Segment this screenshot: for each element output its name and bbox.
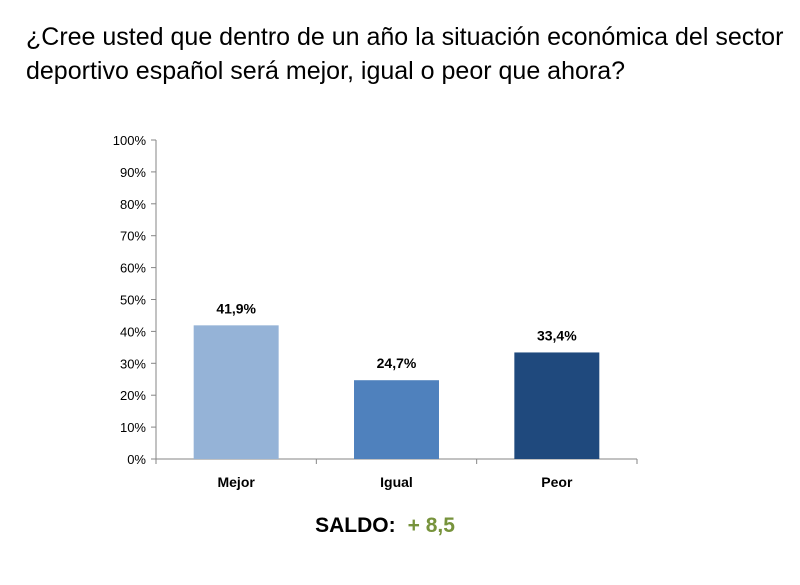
question-title: ¿Cree usted que dentro de un año la situ… xyxy=(26,23,784,85)
data-label: 41,9% xyxy=(216,300,256,316)
category-label: Peor xyxy=(541,474,573,490)
saldo-value: + 8,5 xyxy=(407,514,455,537)
category-label: Mejor xyxy=(217,474,255,490)
y-axis: 0% 10% 20% 30% 40% 50% 60% 70% 80% 90% 100% xyxy=(113,133,157,467)
y-tick-label: 0% xyxy=(127,452,146,467)
bar-peor xyxy=(514,352,600,459)
bars: 41,9% 24,7% 33,4% xyxy=(193,300,600,459)
y-tick-label: 70% xyxy=(120,229,146,244)
saldo-summary: SALDO: + 8,5 xyxy=(0,514,770,538)
y-tick-label: 20% xyxy=(120,388,146,403)
y-tick-label: 90% xyxy=(120,165,146,180)
y-tick-label: 10% xyxy=(120,420,146,435)
saldo-label: SALDO: xyxy=(315,514,396,537)
y-tick-label: 50% xyxy=(120,293,146,308)
bar-mejor xyxy=(193,325,279,459)
y-tick-label: 100% xyxy=(113,133,147,148)
y-tick-label: 80% xyxy=(120,197,146,212)
data-label: 24,7% xyxy=(377,355,417,371)
y-tick-label: 40% xyxy=(120,324,146,339)
bar-igual xyxy=(354,380,439,459)
data-label: 33,4% xyxy=(537,327,577,343)
y-tick-label: 60% xyxy=(120,261,146,276)
x-axis: Mejor Igual Peor xyxy=(155,458,638,490)
category-label: Igual xyxy=(380,474,413,490)
y-tick-label: 30% xyxy=(120,356,146,371)
